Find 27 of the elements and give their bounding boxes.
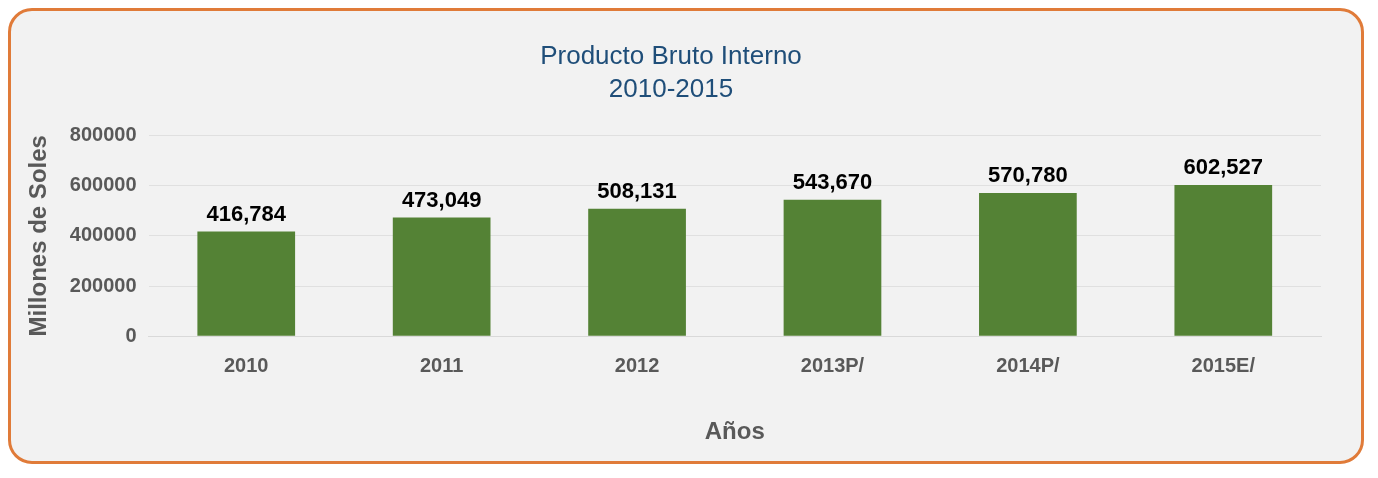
data-label: 543,670 [792, 168, 873, 194]
data-label: 416,784 [206, 200, 287, 226]
y-tick-label: 400000 [69, 223, 137, 246]
bar [197, 231, 296, 336]
bar [979, 192, 1077, 336]
y-tick-label: 200000 [69, 273, 137, 296]
x-axis-title: Años [704, 417, 765, 445]
y-axis-title: Millones de Soles [24, 135, 52, 337]
chart-title: Producto Bruto Interno [540, 39, 802, 70]
x-tick-label: 2012 [614, 353, 660, 376]
data-label: 570,780 [988, 162, 1068, 187]
chart-subtitle: 2010-2015 [608, 72, 734, 103]
y-tick-label: 0 [125, 323, 137, 346]
y-tick-label: 800000 [69, 122, 137, 145]
y-tick-label: 600000 [69, 173, 137, 196]
data-label: 602,527 [1183, 154, 1264, 180]
bar [783, 199, 882, 336]
data-label: 508,131 [597, 177, 677, 203]
bar [588, 208, 686, 336]
bar [392, 217, 491, 336]
x-tick-label: 2015E/ [1191, 353, 1256, 376]
x-tick-label: 2010 [223, 353, 269, 376]
bar [1174, 184, 1273, 336]
x-tick-label: 2013P/ [800, 353, 865, 376]
x-tick-label: 2014P/ [996, 353, 1061, 376]
x-tick-label: 2011 [419, 353, 464, 376]
data-label: 473,049 [401, 186, 482, 212]
